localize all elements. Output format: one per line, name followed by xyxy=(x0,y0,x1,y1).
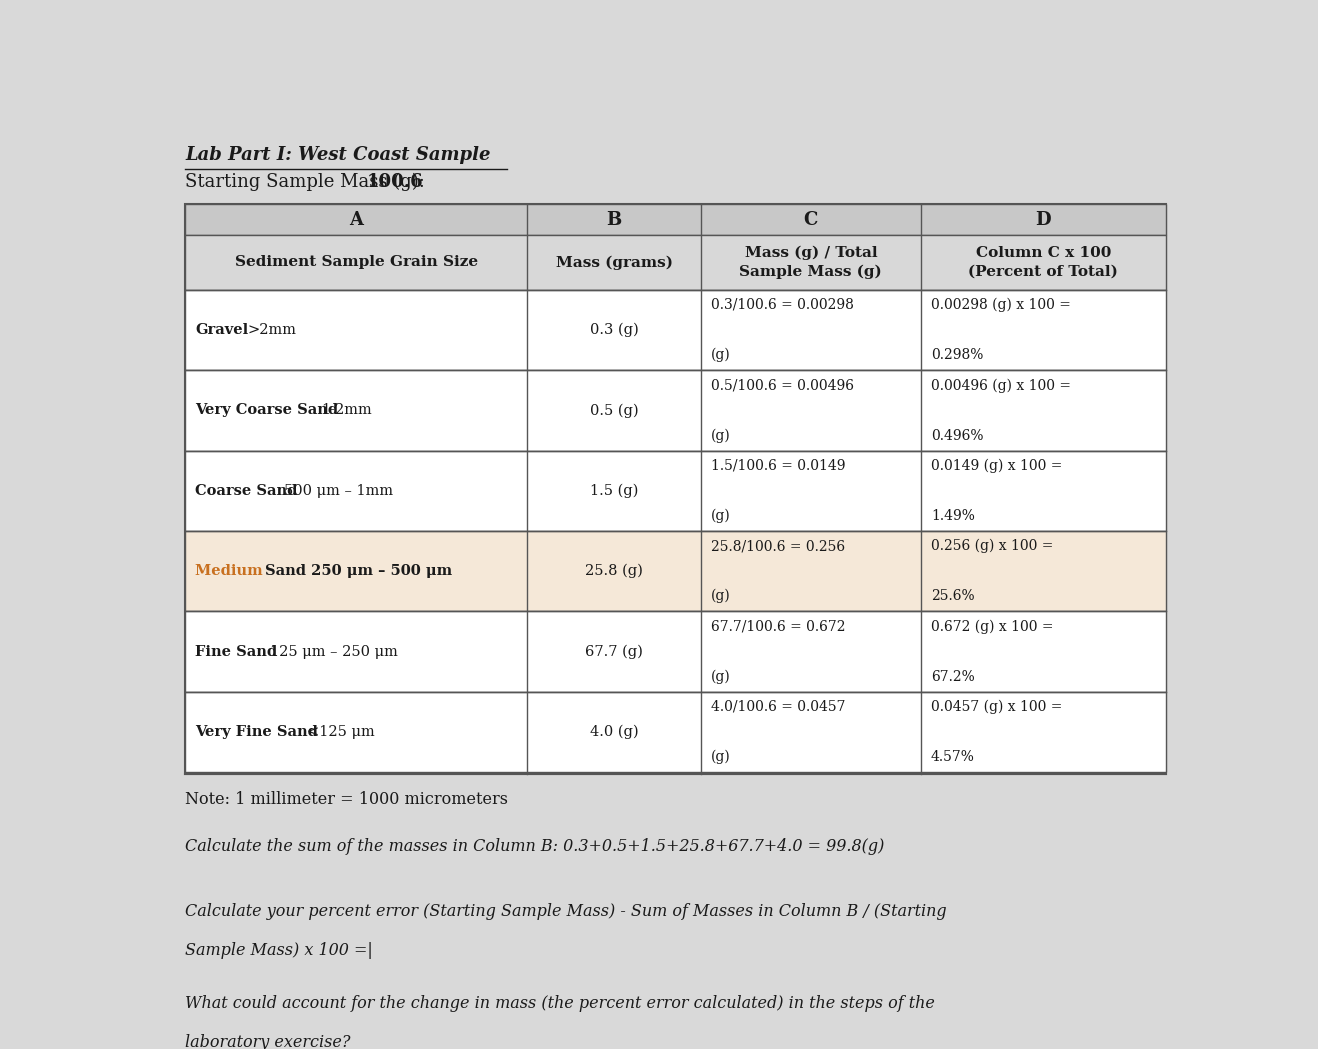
Text: 0.3/100.6 = 0.00298: 0.3/100.6 = 0.00298 xyxy=(712,298,854,312)
Text: 0.298%: 0.298% xyxy=(931,348,983,362)
Text: 0.00298 (g) x 100 =: 0.00298 (g) x 100 = xyxy=(931,298,1070,313)
Text: Fine Sand: Fine Sand xyxy=(195,644,278,659)
Text: Very Fine Sand: Very Fine Sand xyxy=(195,725,318,738)
Text: 0.672 (g) x 100 =: 0.672 (g) x 100 = xyxy=(931,619,1053,634)
Text: Medium: Medium xyxy=(195,564,268,578)
Bar xyxy=(185,205,1165,235)
Text: 4.57%: 4.57% xyxy=(931,750,975,764)
Text: 0.5/100.6 = 0.00496: 0.5/100.6 = 0.00496 xyxy=(712,379,854,392)
Text: laboratory exercise?: laboratory exercise? xyxy=(185,1033,351,1049)
Text: B: B xyxy=(606,211,622,229)
Text: <125 μm: <125 μm xyxy=(307,725,374,738)
Text: Sand 250 μm – 500 μm: Sand 250 μm – 500 μm xyxy=(265,564,452,578)
Text: D: D xyxy=(1036,211,1050,229)
Text: (g): (g) xyxy=(712,750,731,764)
Text: (g): (g) xyxy=(712,669,731,684)
Text: Calculate the sum of the masses in Column B: 0.3+0.5+1.5+25.8+67.7+4.0 = 99.8(g): Calculate the sum of the masses in Colum… xyxy=(185,838,884,855)
Text: (g): (g) xyxy=(712,588,731,603)
Text: >2mm: >2mm xyxy=(248,323,297,337)
Text: 25.8/100.6 = 0.256: 25.8/100.6 = 0.256 xyxy=(712,539,845,553)
Text: 67.7/100.6 = 0.672: 67.7/100.6 = 0.672 xyxy=(712,619,846,634)
Text: Mass (grams): Mass (grams) xyxy=(556,255,672,270)
Text: 0.00496 (g) x 100 =: 0.00496 (g) x 100 = xyxy=(931,379,1070,392)
Text: Very Coarse Sand: Very Coarse Sand xyxy=(195,404,339,418)
Text: Note: 1 millimeter = 1000 micrometers: Note: 1 millimeter = 1000 micrometers xyxy=(185,791,509,809)
Text: 4.0/100.6 = 0.0457: 4.0/100.6 = 0.0457 xyxy=(712,700,846,713)
Text: Calculate your percent error (Starting Sample Mass) - Sum of Masses in Column B : Calculate your percent error (Starting S… xyxy=(185,903,946,920)
Text: 1.5/100.6 = 0.0149: 1.5/100.6 = 0.0149 xyxy=(712,458,846,473)
Text: 67.7 (g): 67.7 (g) xyxy=(585,644,643,659)
Text: Column C x 100
(Percent of Total): Column C x 100 (Percent of Total) xyxy=(969,247,1118,279)
Text: What could account for the change in mass (the percent error calculated) in the : What could account for the change in mas… xyxy=(185,996,934,1012)
Text: 25.6%: 25.6% xyxy=(931,590,974,603)
Text: Starting Sample Mass (g):: Starting Sample Mass (g): xyxy=(185,173,431,191)
Text: Sample Mass) x 100 =|: Sample Mass) x 100 =| xyxy=(185,942,373,959)
Text: 100.6: 100.6 xyxy=(366,173,423,191)
Text: 0.496%: 0.496% xyxy=(931,428,983,443)
Text: Lab Part I: West Coast Sample: Lab Part I: West Coast Sample xyxy=(185,146,490,164)
Text: 1-2mm: 1-2mm xyxy=(322,404,372,418)
Text: 1.5 (g): 1.5 (g) xyxy=(590,484,638,498)
Bar xyxy=(185,235,1165,290)
Text: Coarse Sand: Coarse Sand xyxy=(195,484,298,498)
Text: C: C xyxy=(804,211,818,229)
Text: (g): (g) xyxy=(712,428,731,443)
Text: Gravel: Gravel xyxy=(195,323,249,337)
Text: 67.2%: 67.2% xyxy=(931,669,974,684)
Text: 0.5 (g): 0.5 (g) xyxy=(590,403,638,418)
Text: Sediment Sample Grain Size: Sediment Sample Grain Size xyxy=(235,255,478,270)
Text: 0.3 (g): 0.3 (g) xyxy=(590,323,638,337)
Text: 0.256 (g) x 100 =: 0.256 (g) x 100 = xyxy=(931,539,1053,554)
Text: (g): (g) xyxy=(712,509,731,522)
Text: Mass (g) / Total
Sample Mass (g): Mass (g) / Total Sample Mass (g) xyxy=(739,245,882,279)
Text: 500 μm – 1mm: 500 μm – 1mm xyxy=(285,484,394,498)
Text: 1.49%: 1.49% xyxy=(931,509,975,522)
Text: 25.8 (g): 25.8 (g) xyxy=(585,564,643,578)
Text: A: A xyxy=(349,211,364,229)
Text: 4.0 (g): 4.0 (g) xyxy=(590,725,638,740)
Text: (g): (g) xyxy=(712,348,731,362)
Text: 0.0457 (g) x 100 =: 0.0457 (g) x 100 = xyxy=(931,700,1062,714)
Text: 125 μm – 250 μm: 125 μm – 250 μm xyxy=(270,644,398,659)
Text: 0.0149 (g) x 100 =: 0.0149 (g) x 100 = xyxy=(931,458,1062,473)
